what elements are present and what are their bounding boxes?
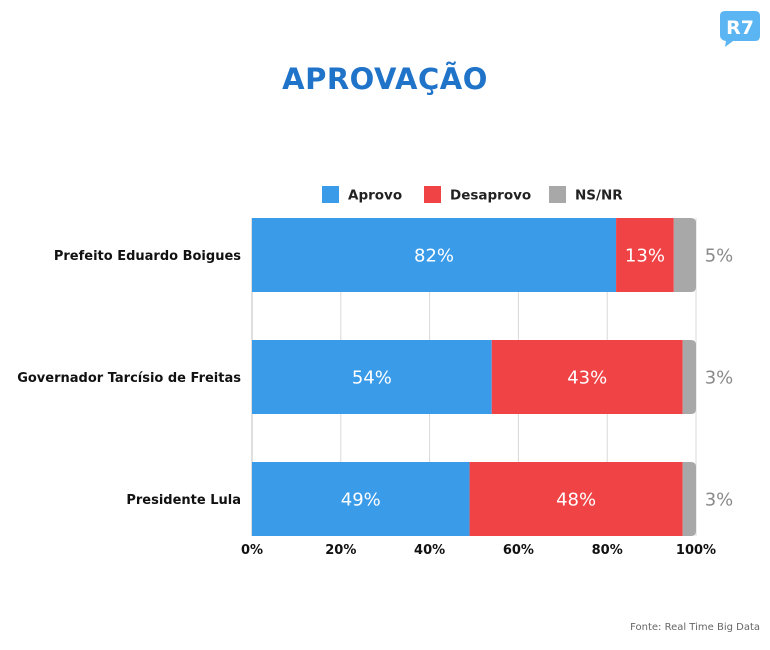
bar-segment [252,218,617,292]
chart-title: APROVAÇÃO [282,62,488,96]
data-label: 3% [705,368,734,389]
data-label: 49% [341,490,381,511]
x-tick-label: 80% [592,543,623,558]
legend-label: Desaprovo [450,188,531,204]
bar-segment [682,340,696,414]
x-tick-label: 100% [676,543,716,558]
r7-logo: R7 [720,11,760,47]
bar-segment [682,462,696,536]
bar-segment [491,340,683,414]
x-tick-label: 60% [503,543,534,558]
x-tick-label: 20% [325,543,356,558]
x-tick-label: 40% [414,543,445,558]
data-label: 82% [414,246,454,267]
bar-segment [469,462,683,536]
legend-swatch-nsnr [549,186,566,203]
bar-segment [252,340,492,414]
category-label: Governador Tarcísio de Freitas [17,371,241,386]
legend-label: NS/NR [575,188,623,204]
data-label: 43% [567,368,607,389]
x-tick-label: 0% [241,543,263,558]
bar-segment [673,218,696,292]
r7-logo-text: R7 [726,17,754,39]
source-note: Fonte: Real Time Big Data [630,622,760,633]
category-label: Presidente Lula [126,493,241,508]
category-label: Prefeito Eduardo Boigues [54,249,241,264]
data-label: 48% [556,490,596,511]
legend-label: Aprovo [348,188,402,204]
data-label: 5% [705,246,734,267]
legend-swatch-aprovo [322,186,339,203]
bar-segment [252,462,470,536]
data-label: 54% [352,368,392,389]
legend-swatch-desaprovo [424,186,441,203]
data-label: 3% [705,490,734,511]
bar-segment [616,218,674,292]
data-label: 13% [625,246,665,267]
